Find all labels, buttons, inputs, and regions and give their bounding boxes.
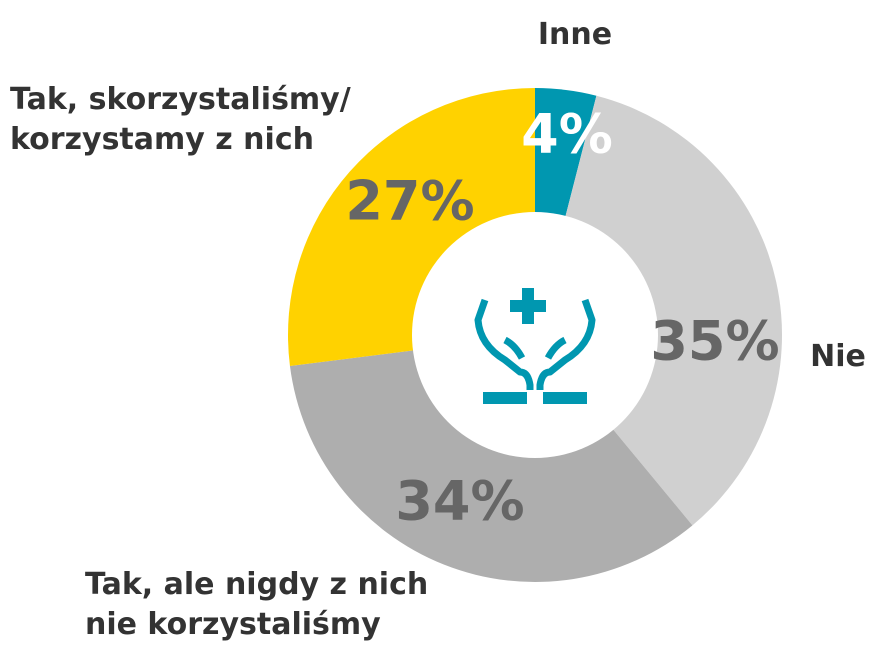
category-label: Tak, ale nigdy z nich nie korzystaliśmy (85, 567, 428, 642)
category-label: Nie (810, 339, 866, 374)
slice (289, 335, 693, 583)
labels: 4% Inne 35% Nie 34% Tak, ale nigdy z nich nie … (10, 17, 866, 642)
category-label: Inne (538, 17, 612, 52)
donut-hole (412, 212, 658, 458)
hands-icon (474, 288, 596, 404)
value-label: 35% (650, 310, 779, 373)
value-label: 34% (395, 470, 524, 533)
value-label: 27% (345, 170, 474, 233)
category-label: Tak, skorzystaliśmy/korzystamy z nich (10, 82, 351, 157)
slice (535, 95, 783, 526)
value-label: 4% (521, 103, 613, 166)
